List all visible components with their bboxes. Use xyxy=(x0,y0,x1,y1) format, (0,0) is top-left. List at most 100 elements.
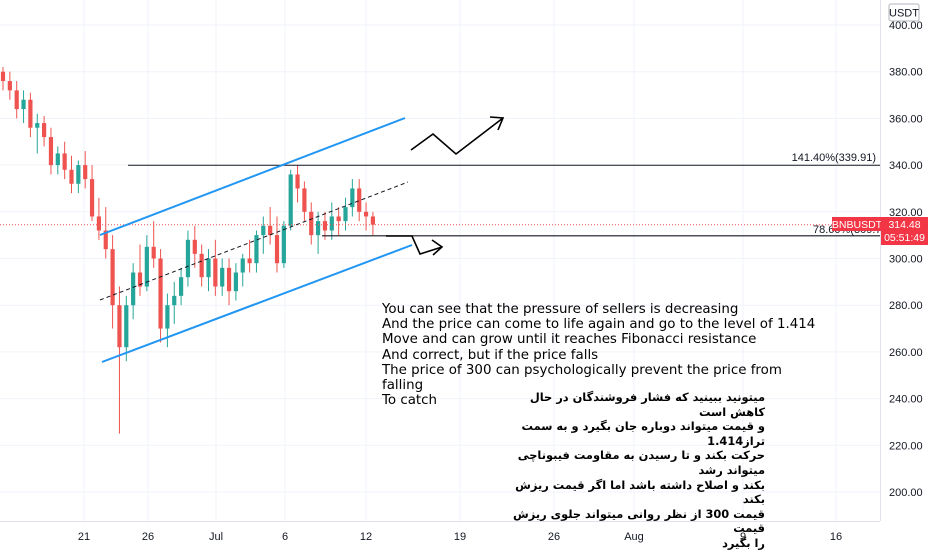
channel-upper-line xyxy=(99,117,406,236)
candle-body xyxy=(124,305,129,348)
candle xyxy=(357,179,362,222)
candle-body xyxy=(206,258,211,278)
candle xyxy=(89,165,95,222)
candle xyxy=(14,81,19,119)
candle-body xyxy=(48,137,54,166)
candle xyxy=(48,127,54,175)
time-axis[interactable]: 21 26 Jul 6 12 19 26 Aug 9 16 xyxy=(0,521,880,544)
candle-body xyxy=(302,188,307,212)
candle xyxy=(158,249,163,343)
candle-body xyxy=(254,235,259,264)
candle xyxy=(179,267,184,306)
persian-note-line: قیمت 300 از نظر روانی میتواند جلوی ریزش … xyxy=(513,506,765,536)
x-tick-label: 21 xyxy=(78,531,90,543)
candle-body xyxy=(185,239,191,278)
candle-body xyxy=(117,305,122,348)
y-tick-label: 280.00 xyxy=(889,300,923,312)
candle-body xyxy=(226,267,232,292)
candle xyxy=(247,239,252,273)
x-tick-label: Jul xyxy=(209,531,223,543)
candle-body xyxy=(0,71,6,82)
candle xyxy=(137,244,143,296)
x-tick-label: 19 xyxy=(454,531,466,543)
candle-body xyxy=(55,153,60,166)
candle-body xyxy=(137,272,143,287)
candle-body xyxy=(151,246,156,259)
candle xyxy=(7,71,12,100)
candle-body xyxy=(21,99,26,110)
bullish-arrow-head xyxy=(489,116,505,131)
bullish-path-arrow xyxy=(410,117,504,156)
candle-body xyxy=(213,258,218,287)
candle-body xyxy=(268,225,273,236)
current-price-marker: BNBUSDT 314.48 05:51:49 xyxy=(832,217,928,245)
candle xyxy=(254,230,259,273)
candle-body xyxy=(83,165,88,180)
candle xyxy=(21,90,26,124)
candle xyxy=(185,230,191,287)
candle-body xyxy=(144,246,149,287)
candle-body xyxy=(233,272,238,292)
candle xyxy=(62,141,67,180)
english-note-line: Move and can grow until it reaches Fibon… xyxy=(382,332,757,348)
candle-body xyxy=(336,216,341,222)
persian-note-line: را بگیرد xyxy=(722,535,765,550)
candle xyxy=(233,263,238,301)
candle xyxy=(322,211,328,240)
candle-body xyxy=(309,211,314,236)
candle xyxy=(117,286,122,434)
candle xyxy=(55,146,60,175)
x-tick-label: 26 xyxy=(142,531,154,543)
y-tick-label: 300.00 xyxy=(889,254,923,266)
candle xyxy=(343,197,348,231)
candle-body xyxy=(179,277,184,296)
price-axis[interactable]: 400.00 380.00 360.00 340.00 320.00 300.00 280.… xyxy=(880,0,923,521)
persian-note-line: بکند و اصلاح داشته باشد اما اگر قیمت ریز… xyxy=(515,477,765,507)
candle-body xyxy=(96,216,101,231)
persian-note-line: حرکت بکند و تا رسیدن به مقاومت فیبوناچی … xyxy=(517,448,765,477)
candle-body xyxy=(316,221,321,236)
candle xyxy=(213,239,218,296)
english-note-line: The price of 300 can psychologically pre… xyxy=(382,362,782,394)
y-tick-label: 360.00 xyxy=(889,113,923,125)
candle-body xyxy=(281,225,286,264)
candle-body xyxy=(192,239,197,254)
candle xyxy=(0,67,6,91)
candle-body xyxy=(131,272,136,306)
x-tick-label: 6 xyxy=(282,531,288,543)
candle xyxy=(261,216,266,254)
candle-body xyxy=(357,188,362,212)
symbol-badge xyxy=(832,217,882,231)
candle xyxy=(288,169,293,231)
fib-level-label-141: 141.40%(339.91) xyxy=(792,152,876,164)
candle xyxy=(124,295,129,362)
english-note-line: To catch xyxy=(382,393,438,409)
candle-body xyxy=(165,305,170,329)
candle xyxy=(76,160,81,194)
candle xyxy=(28,92,33,138)
candle-body xyxy=(14,90,19,110)
candle xyxy=(302,181,307,222)
candle-body xyxy=(62,153,67,170)
candle-body xyxy=(76,165,81,184)
y-tick-label: 240.00 xyxy=(889,394,923,406)
candle-body xyxy=(172,295,177,306)
currency-badge[interactable] xyxy=(888,3,920,22)
candle xyxy=(110,235,115,329)
drawings xyxy=(0,116,880,363)
english-annotation: You can see that the pressure of sellers… xyxy=(382,302,822,408)
y-tick-label: 400.00 xyxy=(889,20,923,32)
candle xyxy=(35,113,40,154)
candle-body xyxy=(363,211,369,217)
candle-body xyxy=(295,174,300,189)
candle xyxy=(69,155,74,194)
candle xyxy=(309,202,314,245)
price-badge xyxy=(881,217,928,245)
candle xyxy=(350,179,355,217)
candle-body xyxy=(89,179,95,217)
candle xyxy=(226,258,232,306)
candle-body xyxy=(261,225,266,236)
y-tick-label: 340.00 xyxy=(889,160,923,172)
candle-body xyxy=(103,230,108,250)
